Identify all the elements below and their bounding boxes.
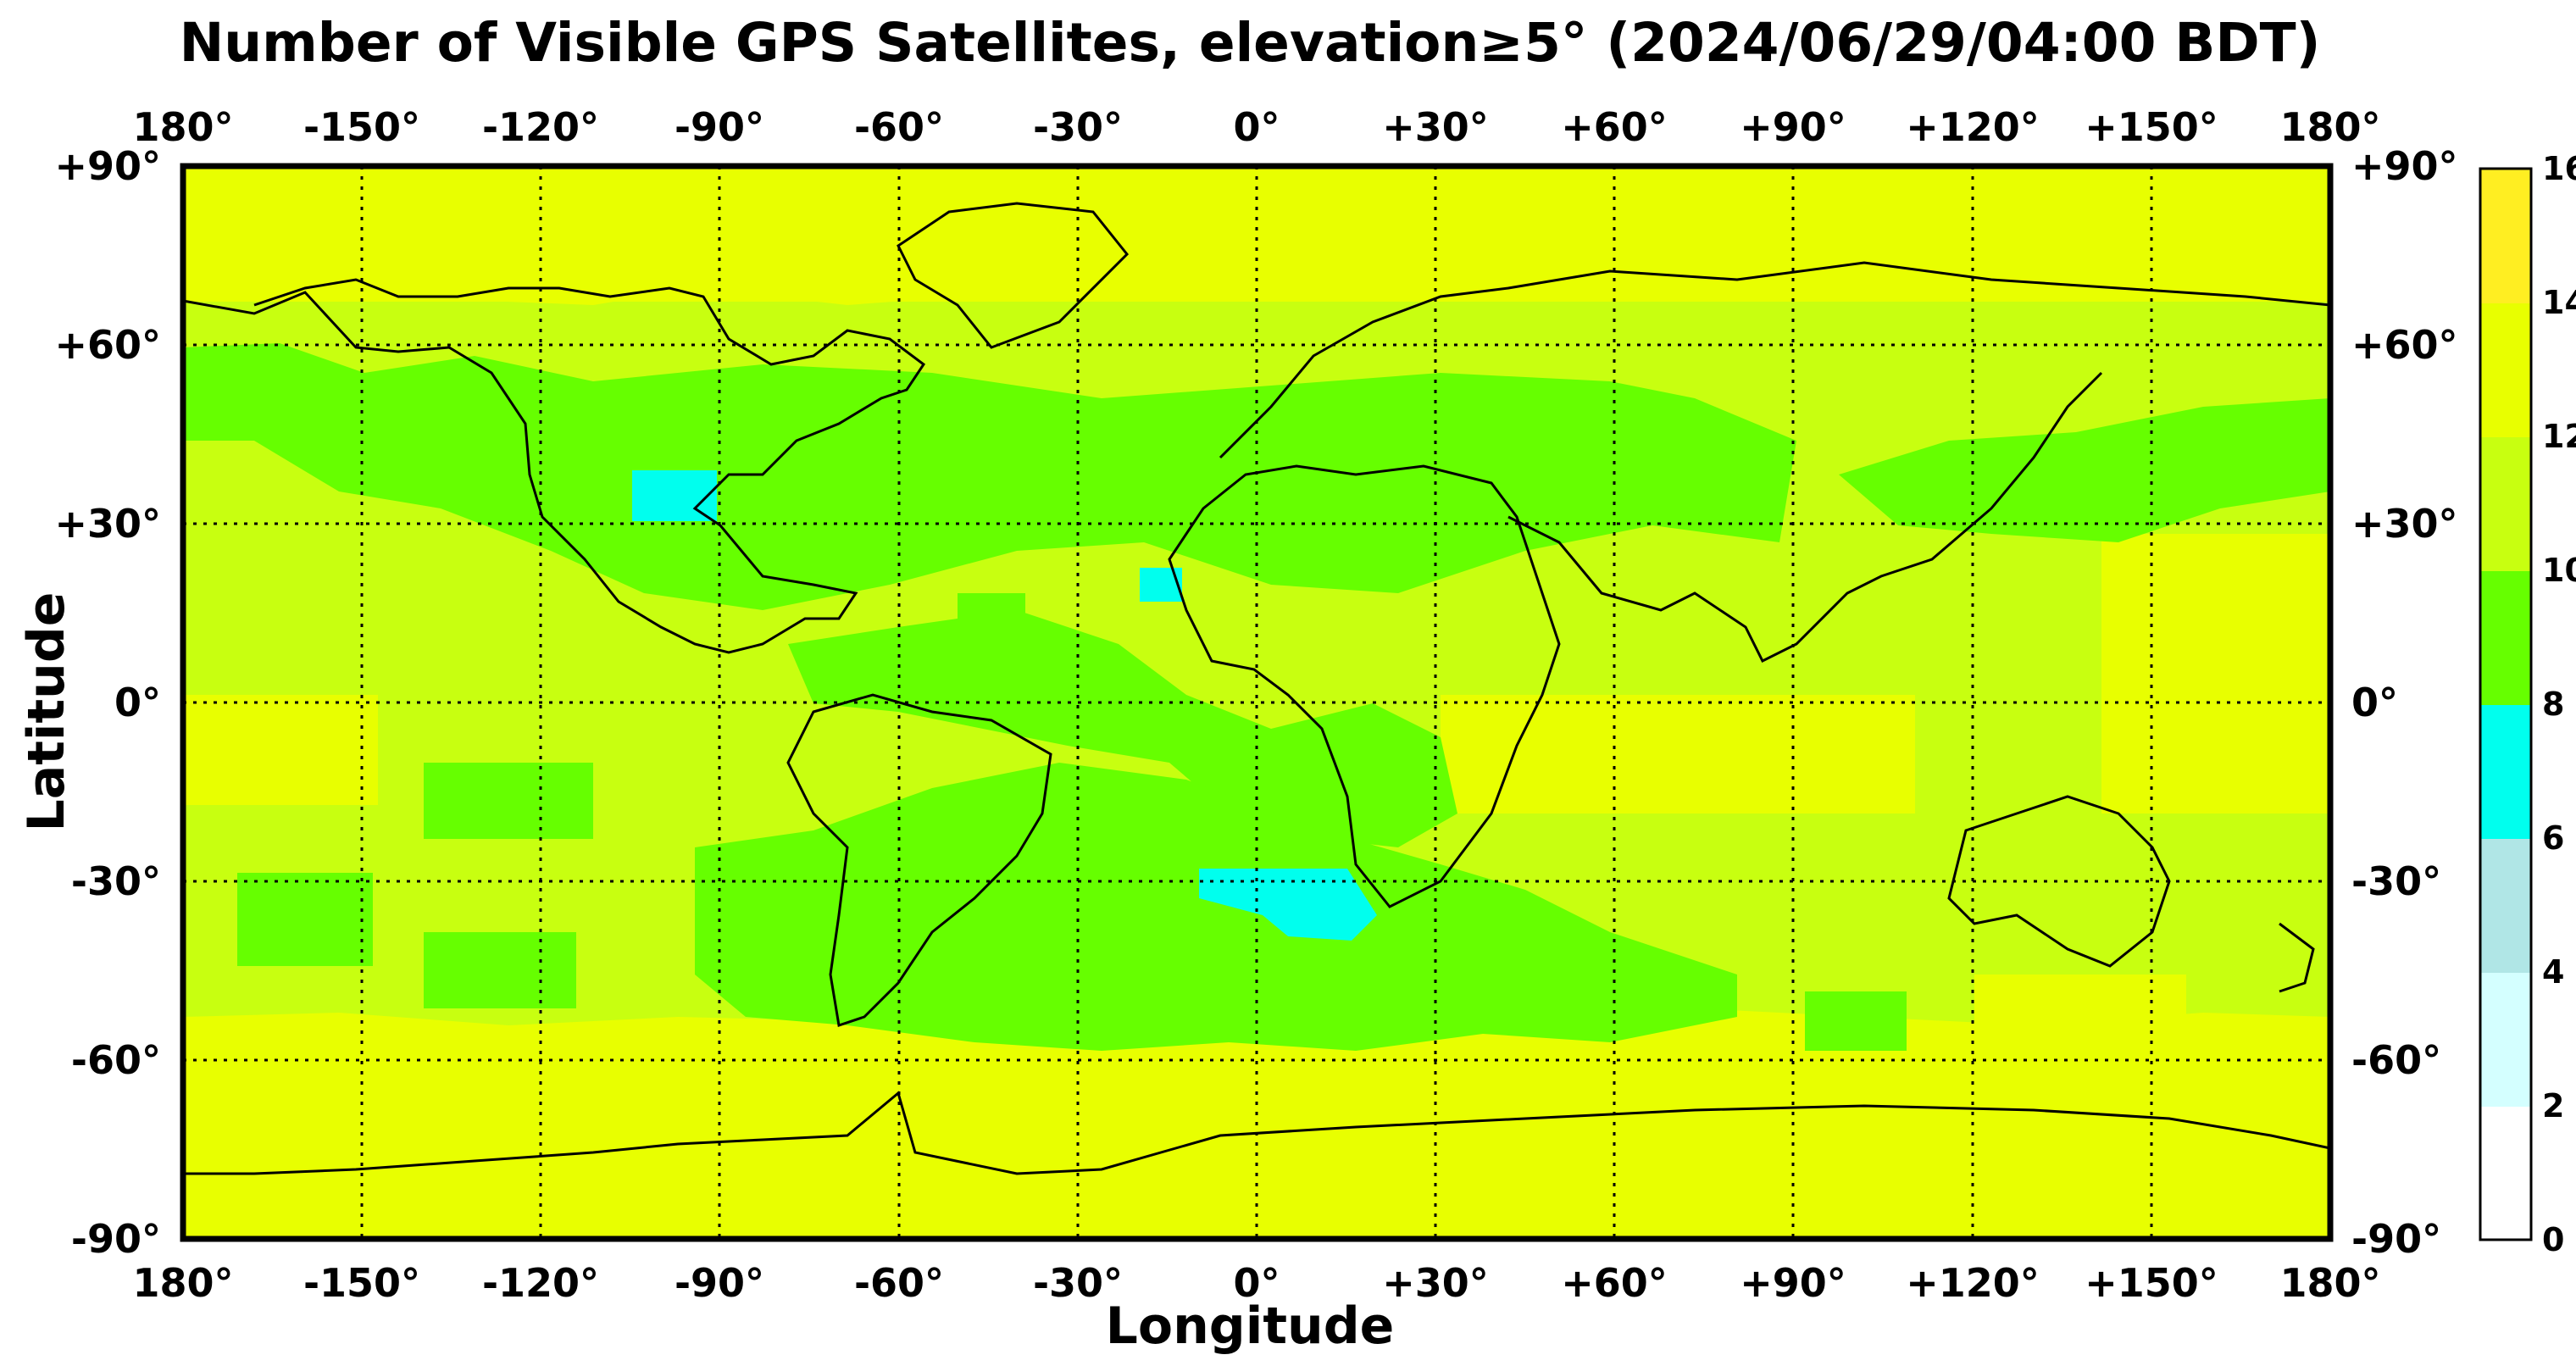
colorbar-bin xyxy=(2480,570,2531,705)
lat-tick-left: +30° xyxy=(54,501,161,547)
colorbar-bin xyxy=(2480,972,2531,1107)
lon-tick-top: +90° xyxy=(1740,104,1846,150)
lat-ticks-left: +90° +60° +30° 0° -30° -60° -90° xyxy=(54,143,161,1262)
lon-tick-bottom: +30° xyxy=(1382,1260,1489,1306)
map-title: Number of Visible GPS Satellites, elevat… xyxy=(179,12,2321,74)
coastline-asia-south xyxy=(1507,371,2103,664)
colorbar-tick: 6 xyxy=(2542,819,2564,857)
lon-tick-top: -30° xyxy=(1033,104,1123,150)
lon-tick-bottom: -150° xyxy=(303,1260,420,1306)
lon-tick-top: -90° xyxy=(675,104,764,150)
lon-tick-bottom: -30° xyxy=(1033,1260,1123,1306)
coastline-north-america xyxy=(183,278,926,654)
colorbar-tick: 0 xyxy=(2542,1221,2564,1258)
lat-tick-left: -60° xyxy=(71,1037,161,1083)
field-green-northeast xyxy=(1839,398,2330,542)
lon-tick-top: 0° xyxy=(1233,104,1280,150)
colorbar-tick: 4 xyxy=(2542,953,2564,991)
lat-ticks-right: +90° +60° +30° 0° -30° -60° -90° xyxy=(2351,143,2458,1262)
lon-tick-top: +60° xyxy=(1561,104,1668,150)
colorbar-bin xyxy=(2480,838,2531,973)
field-patch-yellow-1 xyxy=(183,695,378,805)
lon-tick-top: -120° xyxy=(482,104,599,150)
x-axis-label: Longitude xyxy=(1105,1297,1395,1356)
lon-tick-bottom: -60° xyxy=(854,1260,944,1306)
field-patch-yellow-3 xyxy=(2101,534,2330,813)
lon-tick-bottom: -90° xyxy=(675,1260,764,1306)
lon-tick-bottom: +120° xyxy=(1906,1260,2040,1306)
lat-tick-right: -30° xyxy=(2351,858,2441,904)
lat-tick-left: +60° xyxy=(54,322,161,368)
field-green-south xyxy=(695,763,1737,1051)
lon-tick-top: 180° xyxy=(132,104,233,150)
field-green-north xyxy=(183,343,1796,610)
lon-tick-top: 180° xyxy=(2279,104,2380,150)
coastlines xyxy=(183,202,2330,1175)
coastline-greenland xyxy=(897,202,1130,349)
field-green-patch-5 xyxy=(1805,991,1907,1051)
colorbar-tick: 2 xyxy=(2542,1087,2564,1124)
lon-tick-top: -60° xyxy=(854,104,944,150)
field-green-patch-3 xyxy=(424,763,593,839)
lon-tick-bottom: -120° xyxy=(482,1260,599,1306)
field-green-patch-1 xyxy=(237,873,373,966)
lon-tick-bottom: 0° xyxy=(1233,1260,1280,1306)
lon-ticks-top: 180° -150° -120° -90° -60° -30° 0° +30° … xyxy=(132,104,2380,150)
field-green-tropics xyxy=(788,610,1457,847)
lat-tick-left: 0° xyxy=(114,680,161,725)
colorbar-tick: 16 xyxy=(2542,150,2576,187)
colorbar-tick: 8 xyxy=(2542,686,2564,723)
colorbar-tick: 10 xyxy=(2542,552,2576,589)
map-frame xyxy=(180,163,2334,1242)
lon-tick-bottom: 180° xyxy=(2279,1260,2380,1306)
lat-tick-right: +60° xyxy=(2351,322,2458,368)
lon-ticks-bottom: 180° -150° -120° -90° -60° -30° 0° +30° … xyxy=(132,1260,2380,1306)
coastline-eurasia-north xyxy=(1219,261,2330,459)
lon-tick-top: +120° xyxy=(1906,104,2040,150)
field-green-patch-2 xyxy=(424,932,576,1008)
lon-tick-bottom: +60° xyxy=(1561,1260,1668,1306)
colorbar: 0 2 4 6 8 10 12 14 16 xyxy=(2479,150,2576,1258)
lat-tick-right: -60° xyxy=(2351,1037,2441,1083)
field-cyan-south-atlantic xyxy=(1199,869,1377,941)
colorbar-frame xyxy=(2479,167,2533,1241)
colorbar-bin xyxy=(2480,303,2531,437)
field-green-patch-4 xyxy=(958,593,1025,695)
lon-tick-top: +150° xyxy=(2085,104,2218,150)
lon-tick-bottom: +90° xyxy=(1740,1260,1846,1306)
colorbar-bin xyxy=(2480,704,2531,839)
field-cyan-west-africa xyxy=(1140,568,1182,602)
lat-tick-right: -90° xyxy=(2351,1216,2441,1262)
coastline-africa xyxy=(1168,464,1561,908)
lon-tick-bottom: 180° xyxy=(132,1260,233,1306)
lon-tick-top: -150° xyxy=(303,104,420,150)
lat-tick-right: +30° xyxy=(2351,501,2458,547)
satellite-count-field xyxy=(183,166,2330,1239)
colorbar-bin xyxy=(2480,169,2531,303)
graticule xyxy=(183,166,2330,1239)
lat-tick-left: -90° xyxy=(71,1216,161,1262)
lon-tick-bottom: +150° xyxy=(2085,1260,2218,1306)
lat-tick-left: -30° xyxy=(71,858,161,904)
colorbar-bin xyxy=(2480,436,2531,571)
colorbar-bin xyxy=(2480,1106,2531,1241)
lat-tick-left: +90° xyxy=(54,143,161,189)
colorbar-tick: 14 xyxy=(2542,284,2576,321)
coastline-new-zealand xyxy=(2279,922,2315,993)
colorbar-tick: 12 xyxy=(2542,418,2576,455)
coastline-antarctica xyxy=(183,1091,2330,1175)
field-patch-yellow-2 xyxy=(1441,695,1915,813)
lon-tick-top: +30° xyxy=(1382,104,1489,150)
coastline-south-america xyxy=(786,693,1052,1027)
lat-tick-right: 0° xyxy=(2351,680,2398,725)
lat-tick-right: +90° xyxy=(2351,143,2458,189)
